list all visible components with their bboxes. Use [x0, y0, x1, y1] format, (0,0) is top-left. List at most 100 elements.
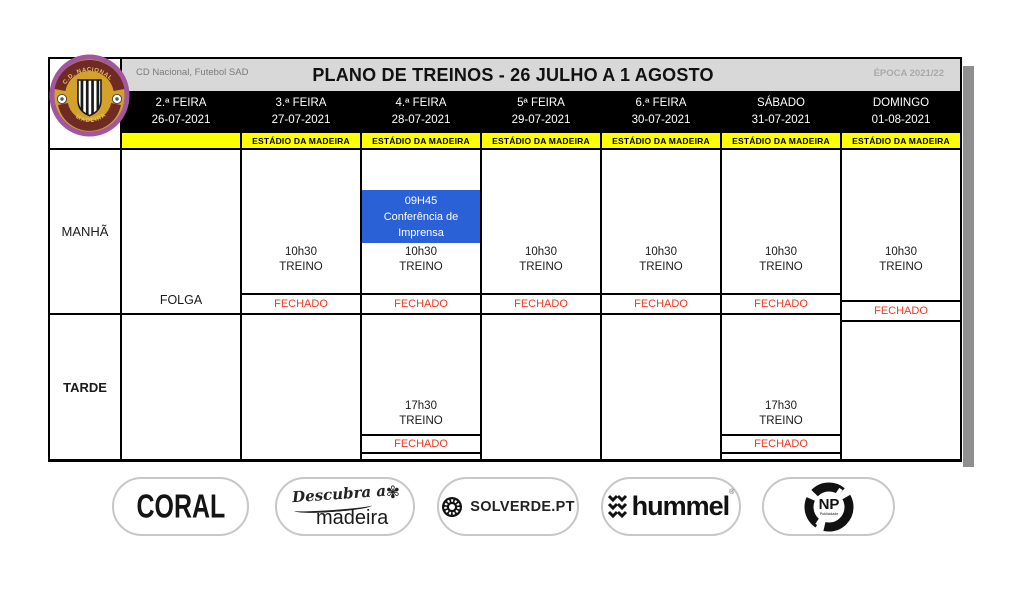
- press-conference-box: 09H45 Conferência de Imprensa: [362, 190, 480, 243]
- org-name: CD Nacional, Futebol SAD: [136, 67, 249, 78]
- day-name: SÁBADO: [757, 97, 805, 109]
- day-date: 26-07-2021: [151, 114, 211, 126]
- cell-manha-sabado: 10h30 TREINO FECHADO: [720, 148, 840, 313]
- training-time: 10h30: [885, 246, 917, 258]
- cell-tarde-quinta: [480, 313, 600, 459]
- day-header-sexta: 6.ª FEIRA 30-07-2021: [600, 91, 720, 131]
- cell-manha-quinta: 10h30 TREINO FECHADO: [480, 148, 600, 313]
- training-entry: 10h30 TREINO: [482, 245, 600, 275]
- day-name: 5ª FEIRA: [517, 97, 565, 109]
- page-title: PLANO DE TREINOS - 26 JULHO A 1 AGOSTO: [312, 64, 714, 85]
- training-plan-table: CD Nacional, Futebol SAD PLANO DE TREINO…: [48, 57, 962, 462]
- venue-cell-quinta: ESTÁDIO DA MADEIRA: [480, 131, 600, 148]
- cell-manha-quarta: 09H45 Conferência de Imprensa 10h30 TREI…: [360, 148, 480, 313]
- day-name: 6.ª FEIRA: [635, 97, 687, 109]
- day-off-note: FOLGA: [159, 293, 203, 307]
- venue-cell-quarta: ESTÁDIO DA MADEIRA: [360, 131, 480, 148]
- day-date: 29-07-2021: [511, 114, 571, 126]
- cell-tarde-sabado: 17h30 TREINO FECHADO: [720, 313, 840, 459]
- training-activity: TREINO: [399, 261, 443, 273]
- cell-manha-terca: 10h30 TREINO FECHADO: [240, 148, 360, 313]
- venue-cell-terca: ESTÁDIO DA MADEIRA: [240, 131, 360, 148]
- training-activity: TREINO: [399, 415, 443, 427]
- training-entry: 10h30 TREINO: [722, 245, 840, 275]
- day-date: 01-08-2021: [871, 114, 931, 126]
- training-time: 17h30: [405, 400, 437, 412]
- solverde-logo: SOLVERDE.PT: [470, 498, 575, 515]
- training-activity: TREINO: [519, 261, 563, 273]
- venue-cell-segunda: [120, 131, 240, 148]
- sponsor-madeira: Descubra a ✾ madeira: [275, 477, 415, 536]
- training-entry: 10h30 TREINO: [242, 245, 360, 275]
- venue-cell-sabado: ESTÁDIO DA MADEIRA: [720, 131, 840, 148]
- training-activity: TREINO: [759, 415, 803, 427]
- closed-strip: FECHADO: [362, 293, 480, 313]
- madeira-script-text: Descubra a: [291, 481, 387, 506]
- np-sub-text: Publicidade: [819, 512, 838, 516]
- sponsor-hummel: hummel ®: [601, 477, 741, 536]
- np-text: NP: [818, 496, 839, 513]
- club-crest-icon: C.D. NACIONAL MADEIRA: [49, 54, 130, 137]
- training-time: 10h30: [285, 246, 317, 258]
- training-activity: TREINO: [639, 261, 683, 273]
- training-activity: TREINO: [279, 261, 323, 273]
- closed-strip: FECHADO: [362, 434, 480, 454]
- hummel-logo: hummel: [631, 491, 731, 521]
- day-name: 3.ª FEIRA: [275, 97, 327, 109]
- day-date: 31-07-2021: [751, 114, 811, 126]
- svg-text:MADEIRA: MADEIRA: [74, 112, 107, 124]
- closed-strip: FECHADO: [722, 434, 840, 454]
- hummel-chevrons-icon: [607, 494, 627, 518]
- day-header-domingo: DOMINGO 01-08-2021: [840, 91, 960, 131]
- cell-tarde-domingo: [840, 313, 960, 459]
- cell-tarde-terca: [240, 313, 360, 459]
- cell-tarde-segunda: [120, 313, 240, 459]
- day-header-segunda: 2.ª FEIRA 26-07-2021: [120, 91, 240, 131]
- training-entry: 10h30 TREINO: [842, 245, 960, 275]
- madeira-flower-icon: ✾: [385, 482, 400, 502]
- cell-tarde-quarta: 17h30 TREINO FECHADO: [360, 313, 480, 459]
- sponsor-solverde: SOLVERDE.PT: [437, 477, 579, 536]
- day-name: DOMINGO: [872, 97, 930, 109]
- cell-manha-domingo: 10h30 TREINO FECHADO: [840, 148, 960, 322]
- training-entry: 10h30 TREINO: [362, 245, 480, 275]
- venue-cell-domingo: ESTÁDIO DA MADEIRA: [840, 131, 960, 148]
- closed-strip: FECHADO: [602, 293, 720, 313]
- madeira-word-text: madeira: [316, 506, 389, 529]
- row-label-tarde: TARDE: [50, 313, 120, 459]
- training-time: 10h30: [525, 246, 557, 258]
- event-name: Conferência de Imprensa: [383, 211, 459, 239]
- day-header-sabado: SÁBADO 31-07-2021: [720, 91, 840, 131]
- row-label-manha: MANHÃ: [50, 148, 120, 313]
- day-header-quarta: 4.ª FEIRA 28-07-2021: [360, 91, 480, 131]
- closed-strip: FECHADO: [722, 293, 840, 313]
- season-label: ÉPOCA 2021/22: [873, 68, 944, 79]
- closed-strip: FECHADO: [482, 293, 600, 313]
- day-date: 27-07-2021: [271, 114, 331, 126]
- training-time: 17h30: [765, 400, 797, 412]
- day-date: 30-07-2021: [631, 114, 691, 126]
- day-header-terca: 3.ª FEIRA 27-07-2021: [240, 91, 360, 131]
- badge-bottom-text: MADEIRA: [74, 112, 107, 124]
- cell-tarde-sexta: [600, 313, 720, 459]
- training-entry: 17h30 TREINO: [722, 399, 840, 429]
- training-activity: TREINO: [879, 261, 923, 273]
- coral-logo: CORAL: [136, 487, 225, 525]
- title-band: CD Nacional, Futebol SAD PLANO DE TREINO…: [120, 59, 960, 91]
- day-header-quinta: 5ª FEIRA 29-07-2021: [480, 91, 600, 131]
- day-date: 28-07-2021: [391, 114, 451, 126]
- sponsor-np: NP Publicidade: [762, 477, 895, 536]
- table-shadow: [963, 66, 974, 467]
- closed-strip: FECHADO: [842, 300, 960, 322]
- training-time: 10h30: [765, 246, 797, 258]
- cell-manha-sexta: 10h30 TREINO FECHADO: [600, 148, 720, 313]
- training-entry: 10h30 TREINO: [602, 245, 720, 275]
- day-name: 4.ª FEIRA: [395, 97, 447, 109]
- cell-manha-segunda: FOLGA: [120, 148, 240, 313]
- registered-mark: ®: [729, 489, 735, 496]
- training-time: 10h30: [405, 246, 437, 258]
- training-activity: TREINO: [759, 261, 803, 273]
- solverde-sun-icon: [442, 496, 463, 517]
- np-publicidade-icon: NP Publicidade: [804, 482, 853, 531]
- day-name: 2.ª FEIRA: [155, 97, 207, 109]
